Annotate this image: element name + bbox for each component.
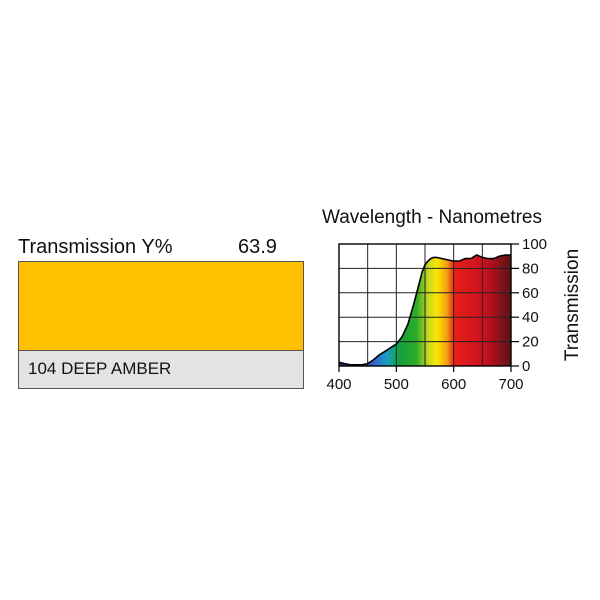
x-tick-label: 400 bbox=[326, 376, 351, 393]
transmission-label: Transmission Y% bbox=[18, 236, 173, 258]
y-axis-label: Transmission bbox=[562, 249, 583, 361]
transmission-curve bbox=[338, 254, 511, 366]
y-tick-label: 0 bbox=[522, 358, 530, 375]
x-axis-ticks: 400 500 600 700 bbox=[326, 366, 524, 393]
filter-name: 104 DEEP AMBER bbox=[28, 359, 172, 378]
x-tick-label: 600 bbox=[441, 376, 466, 393]
chart-title: Wavelength - Nanometres bbox=[322, 207, 542, 228]
plot-area bbox=[338, 243, 512, 367]
y-axis-ticks: 0 20 40 60 80 100 bbox=[511, 236, 547, 375]
color-swatch bbox=[18, 261, 304, 351]
y-tick-label: 100 bbox=[522, 236, 547, 253]
y-tick-label: 80 bbox=[522, 260, 539, 277]
transmission-value: 63.9 bbox=[238, 236, 277, 258]
filter-name-box: 104 DEEP AMBER bbox=[18, 350, 304, 389]
x-tick-label: 500 bbox=[384, 376, 409, 393]
plot-frame bbox=[338, 243, 512, 367]
y-tick-label: 20 bbox=[522, 334, 539, 351]
y-tick-label: 40 bbox=[522, 309, 539, 326]
x-tick-label: 700 bbox=[498, 376, 523, 393]
y-tick-label: 60 bbox=[522, 285, 539, 302]
